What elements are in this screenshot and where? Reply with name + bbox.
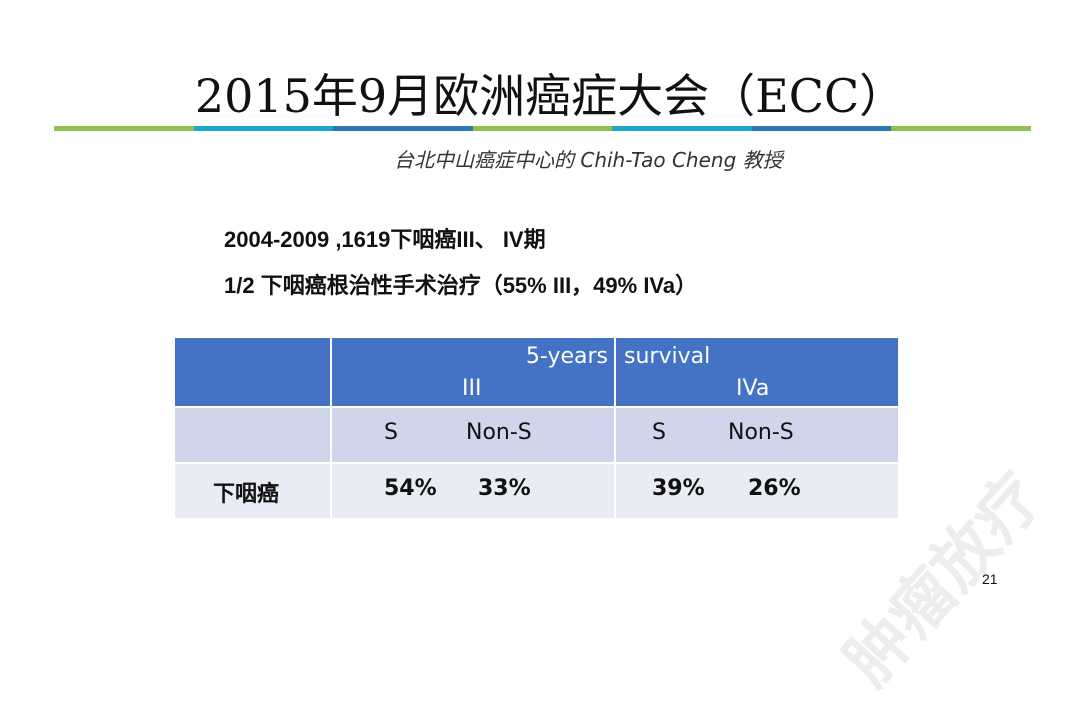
subheader-empty-cell bbox=[173, 406, 332, 464]
table-header-row: 5-years III survival IVa bbox=[173, 336, 900, 408]
header-survival-left: 5-years bbox=[525, 344, 608, 369]
header-empty-cell bbox=[173, 336, 332, 408]
survival-table: 5-years III survival IVa S Non-S S Non-S… bbox=[173, 336, 900, 520]
header-cell-iii: 5-years III bbox=[330, 336, 616, 408]
table-row: 下咽癌 54% 33% 39% 26% bbox=[173, 462, 900, 520]
subheader-nons-iii: Non-S bbox=[466, 420, 532, 445]
subheader-s-iii: S bbox=[384, 420, 398, 445]
row-label: 下咽癌 bbox=[213, 482, 280, 507]
header-group-iii: III bbox=[462, 376, 482, 401]
divider-segment bbox=[891, 126, 1032, 131]
value-s-iva: 39% bbox=[652, 476, 705, 501]
value-nons-iva: 26% bbox=[748, 476, 801, 501]
header-group-iva: IVa bbox=[736, 376, 770, 401]
page-number: 21 bbox=[982, 571, 998, 587]
divider-segment bbox=[54, 126, 194, 131]
divider-segment bbox=[472, 126, 613, 131]
data-cell-iii: 54% 33% bbox=[330, 462, 616, 520]
value-nons-iii: 33% bbox=[478, 476, 531, 501]
study-summary-line: 2004-2009 ,1619下咽癌III、 IV期 bbox=[224, 227, 546, 252]
divider-segment bbox=[193, 126, 334, 131]
row-label-cell: 下咽癌 bbox=[173, 462, 332, 520]
treatment-summary-line: 1/2 下咽癌根治性手术治疗（55% III，49% IVa） bbox=[224, 273, 698, 298]
header-cell-iva: survival IVa bbox=[614, 336, 900, 408]
value-s-iii: 54% bbox=[384, 476, 437, 501]
divider-segment bbox=[612, 126, 752, 131]
header-survival-right: survival bbox=[624, 344, 711, 369]
divider-segment bbox=[751, 126, 892, 131]
divider-segment bbox=[333, 126, 473, 131]
slide-title: 2015年9月欧洲癌症大会（ECC） bbox=[194, 69, 906, 123]
data-cell-iva: 39% 26% bbox=[614, 462, 900, 520]
subheader-s-iva: S bbox=[652, 420, 666, 445]
subheader-cell-iva: S Non-S bbox=[614, 406, 900, 464]
table-subheader-row: S Non-S S Non-S bbox=[173, 406, 900, 464]
title-divider bbox=[54, 126, 1032, 131]
subheader-nons-iva: Non-S bbox=[728, 420, 794, 445]
slide-subtitle: 台北中山癌症中心的 Chih-Tao Cheng 教授 bbox=[394, 148, 783, 172]
subheader-cell-iii: S Non-S bbox=[330, 406, 616, 464]
